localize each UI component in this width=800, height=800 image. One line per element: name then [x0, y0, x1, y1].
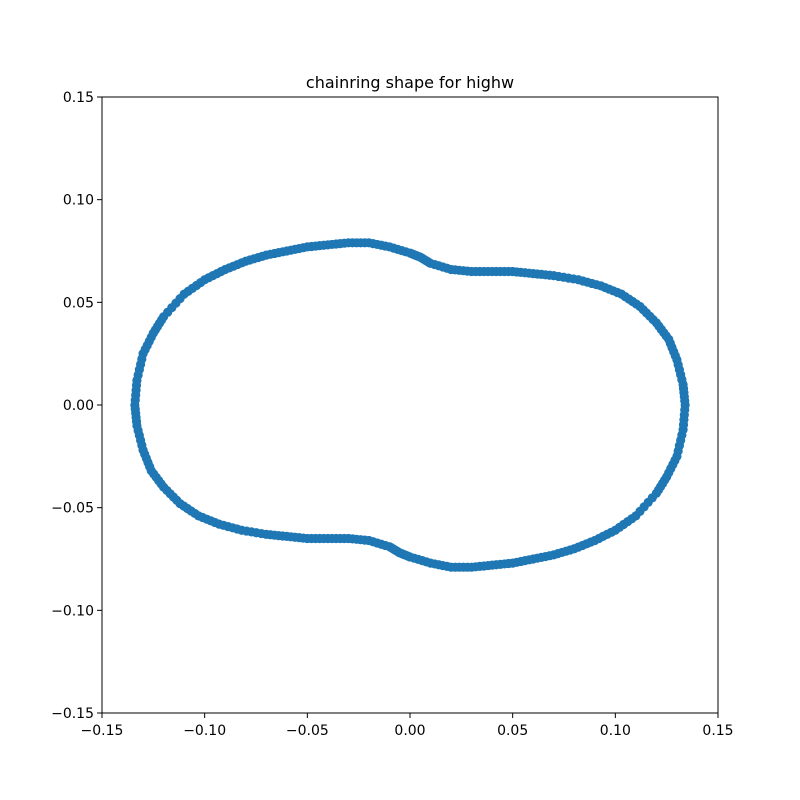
x-tick-label: 0.10 [600, 723, 631, 739]
x-tick-label: −0.10 [183, 723, 226, 739]
y-tick-label: −0.10 [51, 603, 94, 619]
axes-frame [101, 96, 719, 714]
x-tick-label: 0.15 [702, 723, 733, 739]
y-tick-label: 0.05 [63, 295, 94, 311]
y-tick-label: 0.10 [63, 193, 94, 209]
chart-title: chainring shape for highw [306, 73, 514, 92]
data-points [130, 238, 690, 572]
y-tick-label: −0.05 [51, 501, 94, 517]
y-tick-label: −0.15 [51, 706, 94, 722]
x-tick-label: −0.05 [286, 723, 329, 739]
x-tick-label: −0.15 [81, 723, 124, 739]
x-tick-label: 0.05 [497, 723, 528, 739]
y-tick-label: 0.00 [63, 398, 94, 414]
x-axis: −0.15 −0.10 −0.05 0.00 0.05 0.10 0.15 [81, 713, 734, 739]
x-tick-label: 0.00 [394, 723, 425, 739]
y-axis: −0.15 −0.10 −0.05 0.00 0.05 0.10 0.15 [51, 90, 102, 722]
y-tick-label: 0.15 [63, 90, 94, 106]
data-point [368, 239, 378, 249]
